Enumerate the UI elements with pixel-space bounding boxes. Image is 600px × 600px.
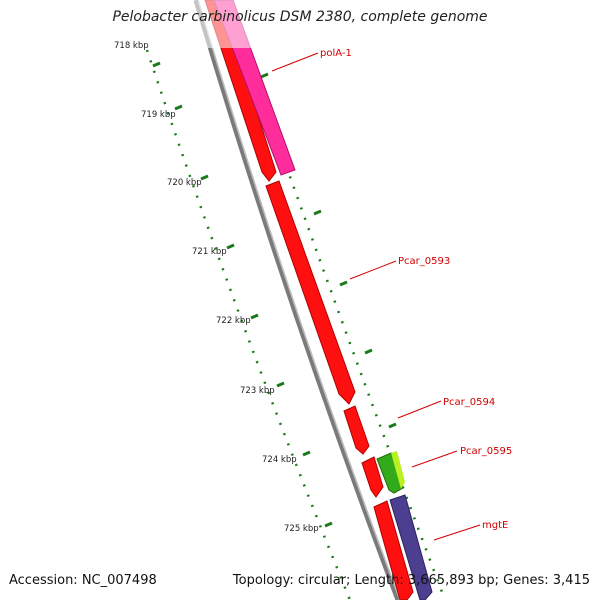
gene-pcar-0593-cds[interactable]: [265, 180, 356, 405]
gene-label-polA-1[interactable]: polA-1: [320, 48, 352, 59]
top-fade: [160, 0, 280, 48]
accession-label: Accession: NC_007498: [9, 573, 157, 588]
tick-label-722: 722 kbp: [216, 316, 251, 326]
gene-label-mgte[interactable]: mgtE: [482, 520, 508, 531]
topology-summary: Topology: circular; Length: 3,665,893 bp…: [232, 573, 590, 588]
genome-title: Pelobacter carbinolicus DSM 2380, comple…: [112, 9, 488, 25]
gene-pcar-0595-feature[interactable]: [376, 452, 404, 494]
tick-label-719: 719 kbp: [141, 110, 176, 120]
tick-label-718: 718 kbp: [114, 41, 149, 51]
genome-backbone-line: [193, 0, 401, 600]
tick-label-721: 721 kbp: [192, 247, 227, 257]
tick-label-723: 723 kbp: [240, 386, 275, 396]
label-leaders: [271, 52, 481, 541]
gene-label-pcar-0593[interactable]: Pcar_0593: [398, 256, 450, 267]
gene-pcar-0594-cds[interactable]: [343, 405, 370, 455]
gene-pcar-0595-cds[interactable]: [361, 456, 384, 498]
gene-label-pcar-0595[interactable]: Pcar_0595: [460, 446, 512, 457]
genome-backbone-highlight: [197, 0, 401, 600]
gene-mgte-feature[interactable]: [389, 494, 433, 600]
gene-label-pcar-0594[interactable]: Pcar_0594: [443, 397, 495, 408]
tick-label-725: 725 kbp: [284, 524, 319, 534]
gene-mgte-cds[interactable]: [373, 500, 414, 600]
tick-label-720: 720 kbp: [167, 178, 202, 188]
gene-pcar-0595-feature-highlight: [391, 451, 405, 489]
tick-label-724: 724 kbp: [262, 455, 297, 465]
scale-ticks: [152, 61, 397, 528]
